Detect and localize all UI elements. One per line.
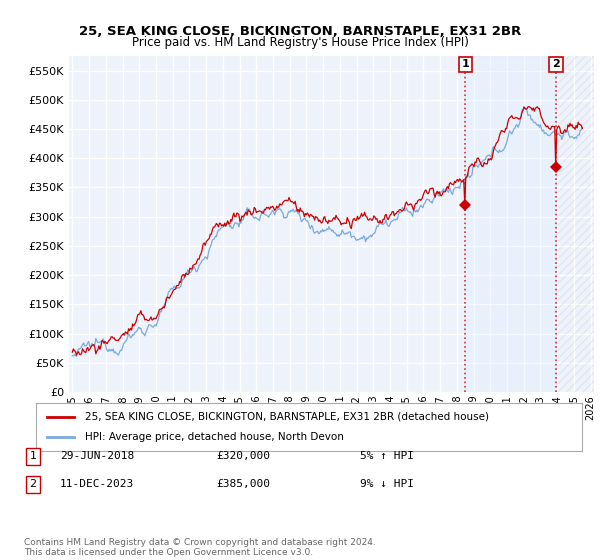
Text: 11-DEC-2023: 11-DEC-2023 bbox=[60, 479, 134, 489]
Bar bbox=[556, 56, 594, 392]
Bar bbox=[465, 56, 556, 392]
Text: 25, SEA KING CLOSE, BICKINGTON, BARNSTAPLE, EX31 2BR: 25, SEA KING CLOSE, BICKINGTON, BARNSTAP… bbox=[79, 25, 521, 38]
Text: Contains HM Land Registry data © Crown copyright and database right 2024.
This d: Contains HM Land Registry data © Crown c… bbox=[24, 538, 376, 557]
Text: 29-JUN-2018: 29-JUN-2018 bbox=[60, 451, 134, 461]
Text: 25, SEA KING CLOSE, BICKINGTON, BARNSTAPLE, EX31 2BR (detached house): 25, SEA KING CLOSE, BICKINGTON, BARNSTAP… bbox=[85, 412, 489, 422]
Text: 5% ↑ HPI: 5% ↑ HPI bbox=[360, 451, 414, 461]
Text: Price paid vs. HM Land Registry's House Price Index (HPI): Price paid vs. HM Land Registry's House … bbox=[131, 36, 469, 49]
Text: 2: 2 bbox=[29, 479, 37, 489]
Text: £385,000: £385,000 bbox=[216, 479, 270, 489]
Text: 1: 1 bbox=[29, 451, 37, 461]
Text: 1: 1 bbox=[461, 59, 469, 69]
Text: £320,000: £320,000 bbox=[216, 451, 270, 461]
Text: 9% ↓ HPI: 9% ↓ HPI bbox=[360, 479, 414, 489]
Text: HPI: Average price, detached house, North Devon: HPI: Average price, detached house, Nort… bbox=[85, 432, 344, 442]
Text: 2: 2 bbox=[552, 59, 560, 69]
